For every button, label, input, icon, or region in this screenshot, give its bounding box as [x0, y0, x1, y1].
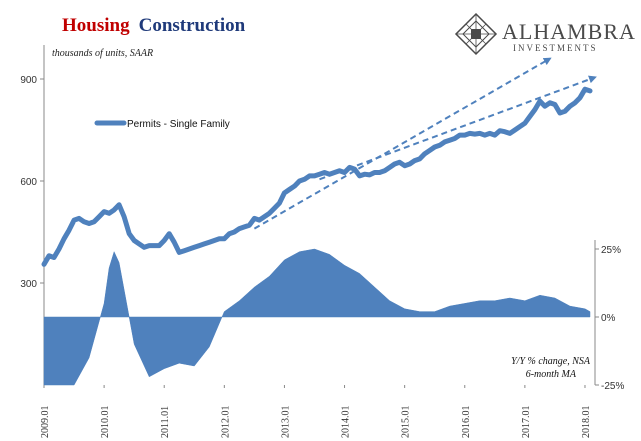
x-tick-label: 2009.01 — [40, 406, 51, 439]
logo-tagline: INVESTMENTS — [513, 43, 598, 53]
trend-arrow-1 — [253, 57, 552, 230]
y-right-tick-label: 25% — [601, 245, 621, 256]
y-left-tick-label: 600 — [20, 177, 37, 188]
chart-title: Housing Construction — [62, 15, 246, 36]
x-tick-label: 2018.01 — [581, 406, 592, 439]
diamond-lattice-icon — [454, 12, 498, 56]
annotation-line-1: Y/Y % change, NSA — [511, 356, 591, 367]
x-tick-label: 2017.01 — [521, 406, 532, 439]
x-tick-label: 2010.01 — [100, 406, 111, 439]
x-tick-label: 2015.01 — [401, 406, 412, 439]
x-tick-label: 2016.01 — [461, 406, 472, 439]
y-left-tick-label: 300 — [20, 279, 37, 290]
y-right-tick-label: 0% — [601, 313, 616, 324]
annotation-line-2: 6-month MA — [526, 369, 577, 380]
yoy-area — [43, 248, 591, 386]
logo-name: ALHAMBRA — [502, 19, 636, 44]
title-part2: Construction — [139, 15, 246, 36]
logo: ALHAMBRA INVESTMENTS — [454, 12, 636, 56]
trend-arrows — [253, 57, 597, 230]
x-tick-label: 2013.01 — [280, 406, 291, 439]
permits-line — [41, 86, 593, 267]
x-tick-label: 2011.01 — [160, 406, 171, 438]
y-right-ticks: 25% 0% -25% — [595, 245, 624, 392]
trend-arrow-2 — [319, 75, 597, 181]
legend: Permits - Single Family — [94, 119, 230, 130]
title-part1: Housing — [62, 15, 130, 36]
y-left-tick-label: 900 — [20, 75, 37, 86]
x-tick-label: 2012.01 — [220, 406, 231, 439]
permits-line-series — [41, 86, 593, 267]
x-ticks: 2009.01 2010.01 2011.01 2012.01 2013.01 2014.… — [40, 385, 592, 438]
yoy-area-series — [43, 248, 591, 386]
y-right-tick-label: -25% — [601, 381, 624, 392]
x-tick-label: 2014.01 — [341, 406, 352, 439]
legend-label: Permits - Single Family — [127, 119, 230, 130]
units-label: thousands of units, SAAR — [52, 48, 153, 59]
y-left-ticks: 300 600 900 — [20, 75, 44, 290]
